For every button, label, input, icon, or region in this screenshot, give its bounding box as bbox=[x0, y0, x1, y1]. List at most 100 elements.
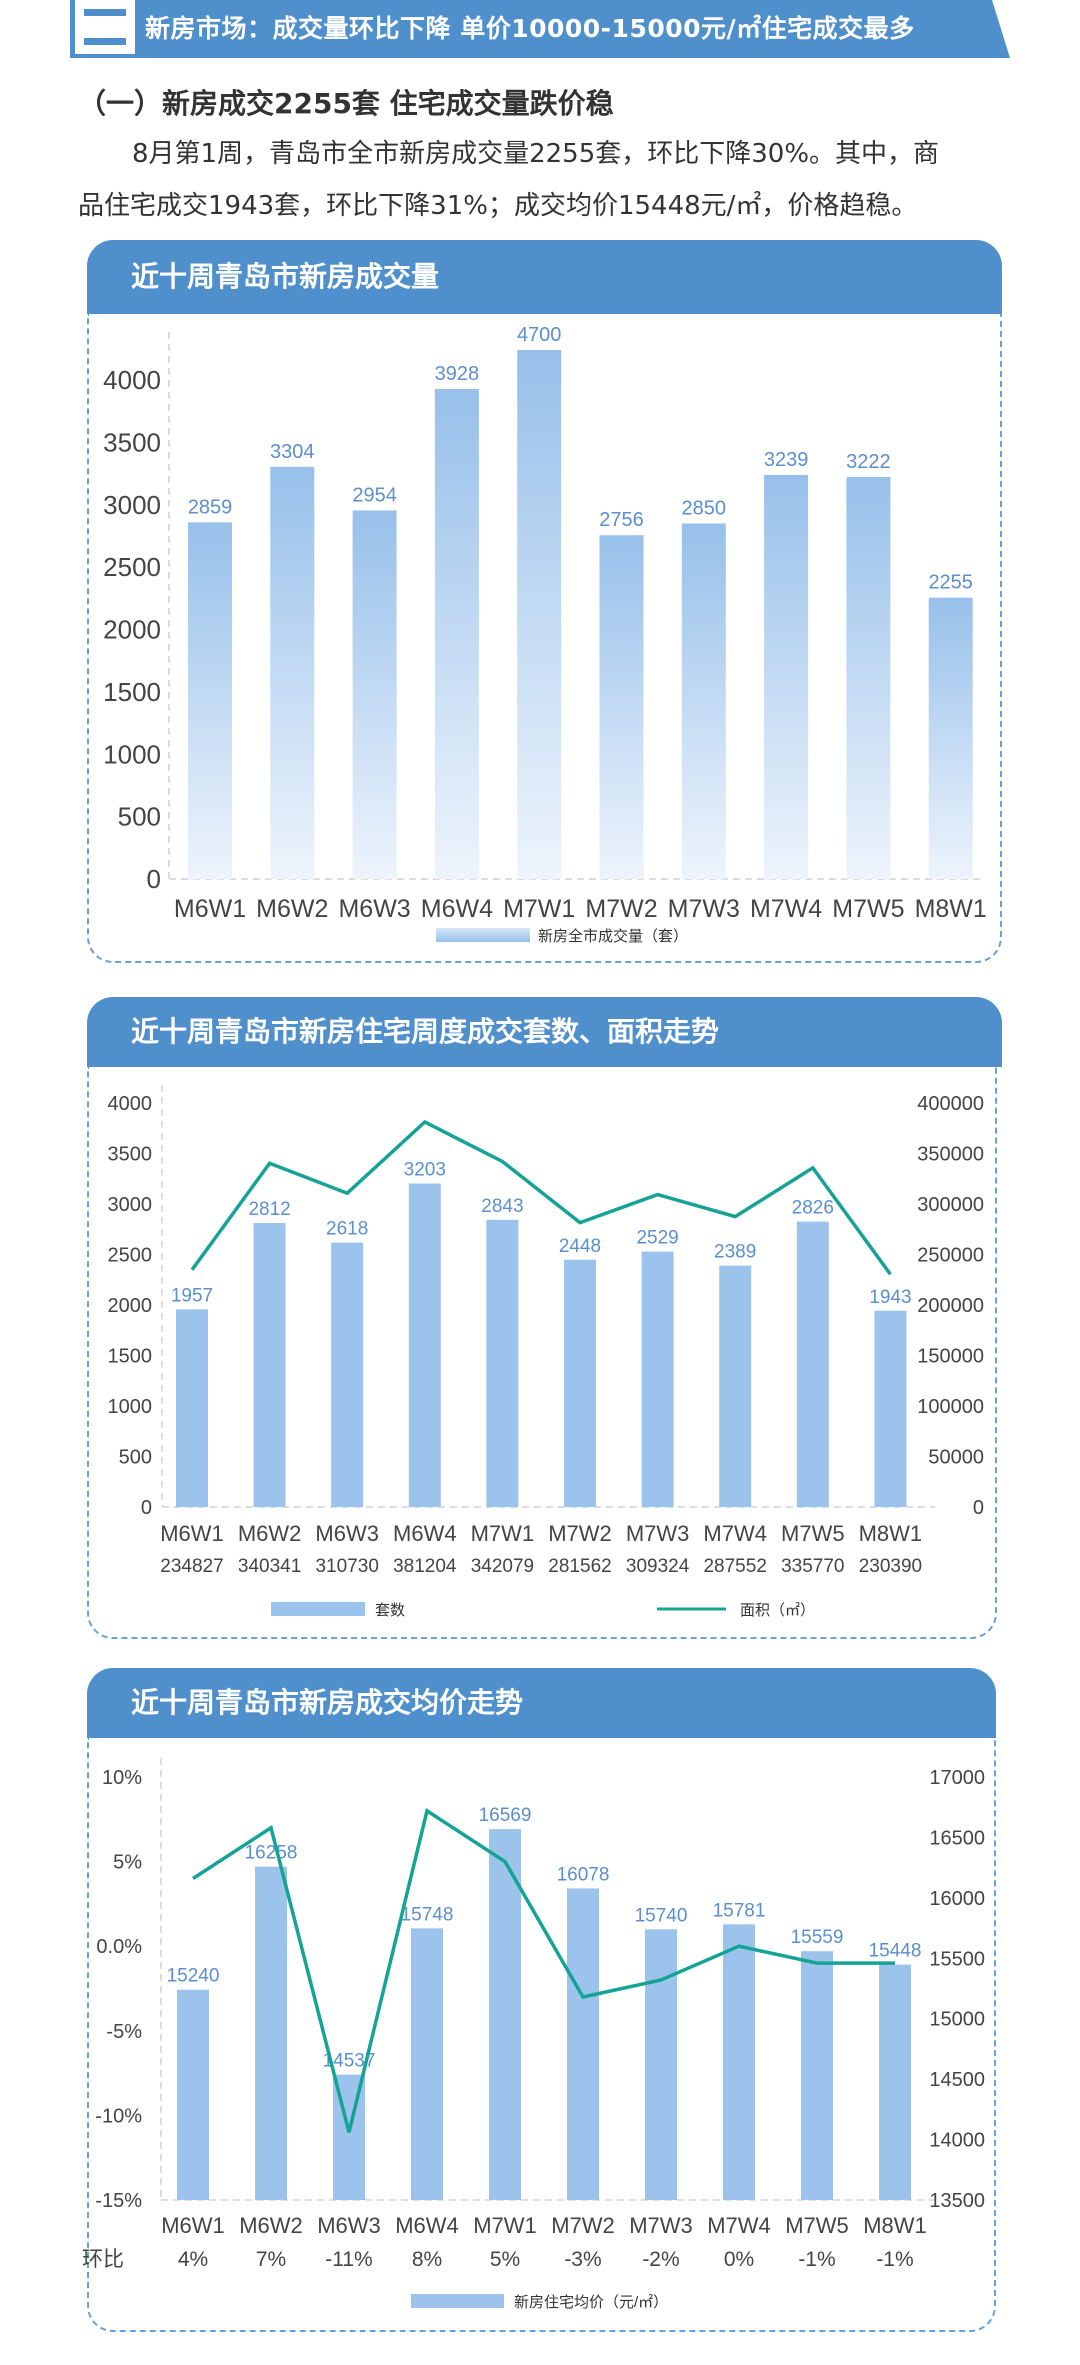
right-y-tick-label: 15000 bbox=[929, 2009, 985, 2031]
area-value-label: 342079 bbox=[471, 1556, 534, 1577]
legend-swatch bbox=[436, 928, 530, 942]
x-tick-label: M7W5 bbox=[785, 2213, 849, 2238]
y-tick-label: 1500 bbox=[103, 677, 161, 707]
x-tick-label: M8W1 bbox=[859, 1521, 923, 1546]
paragraph-line-1: 8月第1周，青岛市全市新房成交量2255套，环比下降30%。其中，商 bbox=[132, 139, 940, 169]
left-y-tick-label: -15% bbox=[95, 2190, 142, 2212]
left-y-tick-label: -10% bbox=[95, 2105, 142, 2127]
mom-value-label: 4% bbox=[178, 2248, 208, 2271]
y-tick-label: 0 bbox=[147, 864, 161, 894]
x-tick-label: M6W2 bbox=[238, 1521, 302, 1546]
mom-trend-line bbox=[192, 1807, 895, 2133]
x-tick-label: M6W1 bbox=[174, 895, 246, 923]
right-y-tick-label: 15500 bbox=[929, 1948, 985, 1970]
bar bbox=[486, 1219, 519, 1507]
mom-value-label: -1% bbox=[876, 2248, 913, 2271]
chart3-title: 近十周青岛市新房成交均价走势 bbox=[131, 1686, 524, 1719]
bar-value-label: 2529 bbox=[636, 1228, 678, 1249]
mom-value-label: -11% bbox=[325, 2248, 372, 2271]
bar bbox=[352, 510, 397, 879]
bar bbox=[719, 1265, 752, 1507]
x-tick-label: M6W3 bbox=[315, 1521, 379, 1546]
x-tick-label: M6W1 bbox=[161, 2213, 225, 2238]
y-tick-label: 1000 bbox=[103, 739, 161, 769]
bar-value-label: 14537 bbox=[323, 2051, 376, 2072]
x-tick-label: M7W4 bbox=[703, 1521, 767, 1546]
right-y-tick-label: 200000 bbox=[917, 1295, 984, 1317]
left-y-tick-label: 5% bbox=[113, 1852, 142, 1874]
legend-label-line: 面积（㎡） bbox=[740, 1602, 815, 1619]
area-value-label: 310730 bbox=[315, 1556, 378, 1577]
left-y-tick-label: 0 bbox=[141, 1497, 152, 1519]
x-tick-label: M7W4 bbox=[707, 2213, 771, 2238]
bar-value-label: 2954 bbox=[352, 484, 397, 506]
y-tick-label: 500 bbox=[118, 802, 161, 832]
x-tick-label: M7W3 bbox=[668, 895, 740, 923]
bar-value-label: 3304 bbox=[270, 441, 315, 463]
section-heading: （一）新房成交2255套 住宅成交量跌价稳 bbox=[78, 87, 614, 120]
area-value-label: 381204 bbox=[393, 1556, 457, 1577]
chart2-title: 近十周青岛市新房住宅周度成交套数、面积走势 bbox=[131, 1015, 720, 1048]
left-y-tick-label: -5% bbox=[106, 2021, 142, 2043]
bar-value-label: 4700 bbox=[517, 324, 562, 346]
bar-value-label: 15781 bbox=[713, 1900, 766, 1921]
bar bbox=[331, 1242, 364, 1507]
bar bbox=[517, 350, 562, 879]
right-y-tick-label: 0 bbox=[973, 1497, 984, 1519]
bar bbox=[681, 523, 726, 879]
right-y-tick-label: 16000 bbox=[929, 1888, 985, 1910]
y-tick-label: 4000 bbox=[103, 365, 161, 395]
right-y-tick-label: 13500 bbox=[929, 2190, 985, 2212]
paragraph-line-2: 品住宅成交1943套，环比下降31%；成交均价15448元/㎡，价格趋稳。 bbox=[78, 191, 918, 221]
left-y-tick-label: 10% bbox=[102, 1767, 142, 1789]
bar-value-label: 2448 bbox=[559, 1236, 601, 1257]
chart3-header: 近十周青岛市新房成交均价走势 bbox=[87, 1668, 996, 1738]
bar bbox=[253, 1222, 286, 1507]
bar-value-label: 3239 bbox=[764, 449, 809, 471]
bar bbox=[176, 1309, 208, 1507]
x-tick-label: M7W5 bbox=[832, 895, 904, 923]
mom-value-label: 5% bbox=[490, 2248, 520, 2271]
bar bbox=[434, 388, 479, 879]
bar bbox=[928, 597, 973, 879]
section-number-icon bbox=[75, 0, 135, 54]
mom-row-label: 环比 bbox=[82, 2248, 124, 2271]
right-y-tick-label: 14000 bbox=[929, 2130, 985, 2152]
bar bbox=[270, 466, 315, 879]
bar bbox=[846, 477, 891, 879]
x-tick-label: M6W4 bbox=[395, 2213, 459, 2238]
bar-value-label: 16258 bbox=[245, 1843, 298, 1864]
summary-paragraph: 8月第1周，青岛市全市新房成交量2255套，环比下降30%。其中，商 品住宅成交… bbox=[78, 128, 1008, 232]
bar-value-label: 3928 bbox=[435, 363, 480, 385]
x-tick-label: M7W4 bbox=[750, 895, 822, 923]
legend-label: 新房全市成交量（套） bbox=[538, 927, 688, 945]
chart1-header: 近十周青岛市新房成交量 bbox=[87, 240, 1002, 314]
bar-value-label: 16569 bbox=[479, 1805, 532, 1826]
x-tick-label: M7W1 bbox=[473, 2213, 537, 2238]
bar-value-label: 15240 bbox=[167, 1966, 220, 1987]
right-y-tick-label: 16500 bbox=[929, 1827, 985, 1849]
x-tick-label: M6W4 bbox=[393, 1521, 457, 1546]
bar bbox=[408, 1183, 441, 1507]
bar bbox=[874, 1310, 907, 1507]
left-y-tick-label: 2000 bbox=[108, 1295, 153, 1317]
left-y-tick-label: 2500 bbox=[108, 1245, 153, 1267]
y-tick-label: 2500 bbox=[103, 552, 161, 582]
area-value-label: 234827 bbox=[160, 1556, 223, 1577]
right-y-tick-label: 250000 bbox=[917, 1245, 984, 1267]
chart1-panel bbox=[87, 314, 1002, 963]
bar bbox=[567, 1888, 599, 2200]
legend-swatch-bars bbox=[411, 2294, 504, 2308]
chart1-title: 近十周青岛市新房成交量 bbox=[131, 260, 440, 293]
bar bbox=[801, 1951, 833, 2200]
x-tick-label: M8W1 bbox=[863, 2213, 927, 2238]
bar bbox=[723, 1924, 755, 2200]
right-y-tick-label: 100000 bbox=[917, 1396, 984, 1418]
bar bbox=[188, 522, 232, 879]
x-tick-label: M6W2 bbox=[256, 895, 328, 923]
bar bbox=[796, 1221, 829, 1507]
x-tick-label: M8W1 bbox=[915, 895, 987, 923]
bar bbox=[641, 1251, 674, 1507]
chart2-panel bbox=[87, 1067, 997, 1639]
x-tick-label: M6W2 bbox=[239, 2213, 303, 2238]
